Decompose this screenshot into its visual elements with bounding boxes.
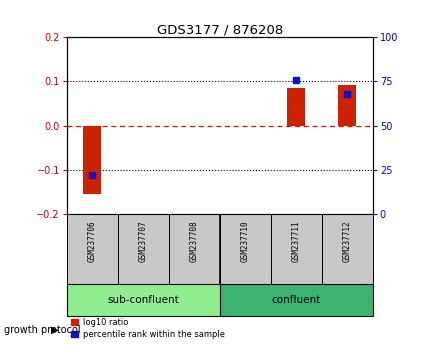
Text: sub-confluent: sub-confluent [107,295,179,305]
Text: GSM237711: GSM237711 [291,220,300,262]
Text: GSM237712: GSM237712 [342,220,351,262]
Text: GSM237710: GSM237710 [240,220,249,262]
Bar [287,88,304,126]
Text: GSM237706: GSM237706 [88,220,97,262]
Text: ▶: ▶ [51,325,59,335]
Bar [270,215,321,284]
Text: growth protocol: growth protocol [4,325,81,335]
Legend: log10 ratio, percentile rank within the sample: log10 ratio, percentile rank within the … [71,318,224,338]
Bar [117,215,169,284]
Bar [169,215,219,284]
Bar [67,284,219,316]
Text: confluent: confluent [271,295,320,305]
Bar [67,215,117,284]
Bar [83,126,101,194]
Bar [219,215,270,284]
Text: GSM237708: GSM237708 [189,220,198,262]
Bar [338,85,356,126]
Bar [321,215,372,284]
Bar [219,284,372,316]
Title: GDS3177 / 876208: GDS3177 / 876208 [157,23,282,36]
Text: GSM237707: GSM237707 [138,220,147,262]
